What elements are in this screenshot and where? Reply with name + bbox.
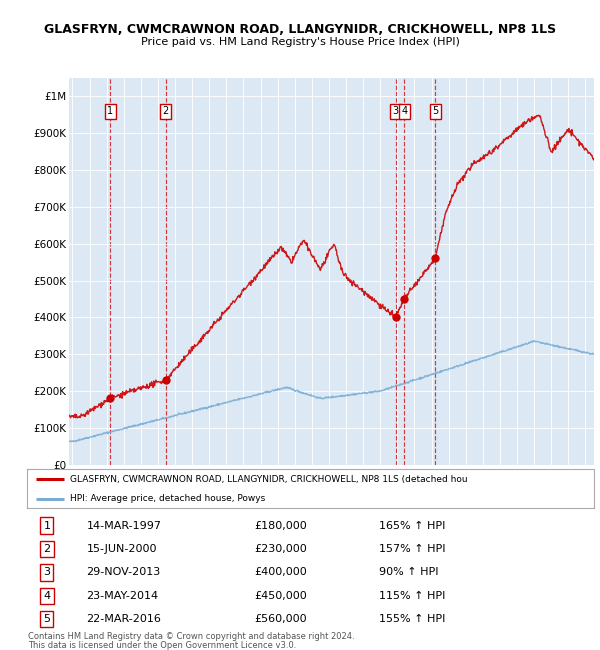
Text: Contains HM Land Registry data © Crown copyright and database right 2024.: Contains HM Land Registry data © Crown c… (28, 632, 355, 641)
Text: 22-MAR-2016: 22-MAR-2016 (86, 614, 161, 624)
Text: £450,000: £450,000 (254, 591, 307, 601)
Text: 23-MAY-2014: 23-MAY-2014 (86, 591, 158, 601)
Text: GLASFRYN, CWMCRAWNON ROAD, LLANGYNIDR, CRICKHOWELL, NP8 1LS: GLASFRYN, CWMCRAWNON ROAD, LLANGYNIDR, C… (44, 23, 556, 36)
Text: 90% ↑ HPI: 90% ↑ HPI (379, 567, 438, 577)
Text: 5: 5 (43, 614, 50, 624)
Text: 5: 5 (432, 106, 439, 116)
Text: £400,000: £400,000 (254, 567, 307, 577)
Text: 4: 4 (43, 591, 50, 601)
Text: 155% ↑ HPI: 155% ↑ HPI (379, 614, 445, 624)
Text: This data is licensed under the Open Government Licence v3.0.: This data is licensed under the Open Gov… (28, 641, 296, 650)
Text: 4: 4 (401, 106, 407, 116)
Text: 165% ↑ HPI: 165% ↑ HPI (379, 521, 445, 530)
Text: £230,000: £230,000 (254, 544, 307, 554)
Text: £180,000: £180,000 (254, 521, 307, 530)
Text: 157% ↑ HPI: 157% ↑ HPI (379, 544, 445, 554)
Text: HPI: Average price, detached house, Powys: HPI: Average price, detached house, Powy… (70, 494, 265, 503)
Text: 15-JUN-2000: 15-JUN-2000 (86, 544, 157, 554)
Text: 2: 2 (163, 106, 169, 116)
Text: 14-MAR-1997: 14-MAR-1997 (86, 521, 161, 530)
Text: 29-NOV-2013: 29-NOV-2013 (86, 567, 161, 577)
Text: 1: 1 (43, 521, 50, 530)
Text: Price paid vs. HM Land Registry's House Price Index (HPI): Price paid vs. HM Land Registry's House … (140, 37, 460, 47)
Text: £560,000: £560,000 (254, 614, 307, 624)
Text: 2: 2 (43, 544, 50, 554)
Text: GLASFRYN, CWMCRAWNON ROAD, LLANGYNIDR, CRICKHOWELL, NP8 1LS (detached hou: GLASFRYN, CWMCRAWNON ROAD, LLANGYNIDR, C… (70, 474, 467, 484)
Text: 1: 1 (107, 106, 113, 116)
Text: 115% ↑ HPI: 115% ↑ HPI (379, 591, 445, 601)
Text: 3: 3 (43, 567, 50, 577)
Text: 3: 3 (392, 106, 398, 116)
